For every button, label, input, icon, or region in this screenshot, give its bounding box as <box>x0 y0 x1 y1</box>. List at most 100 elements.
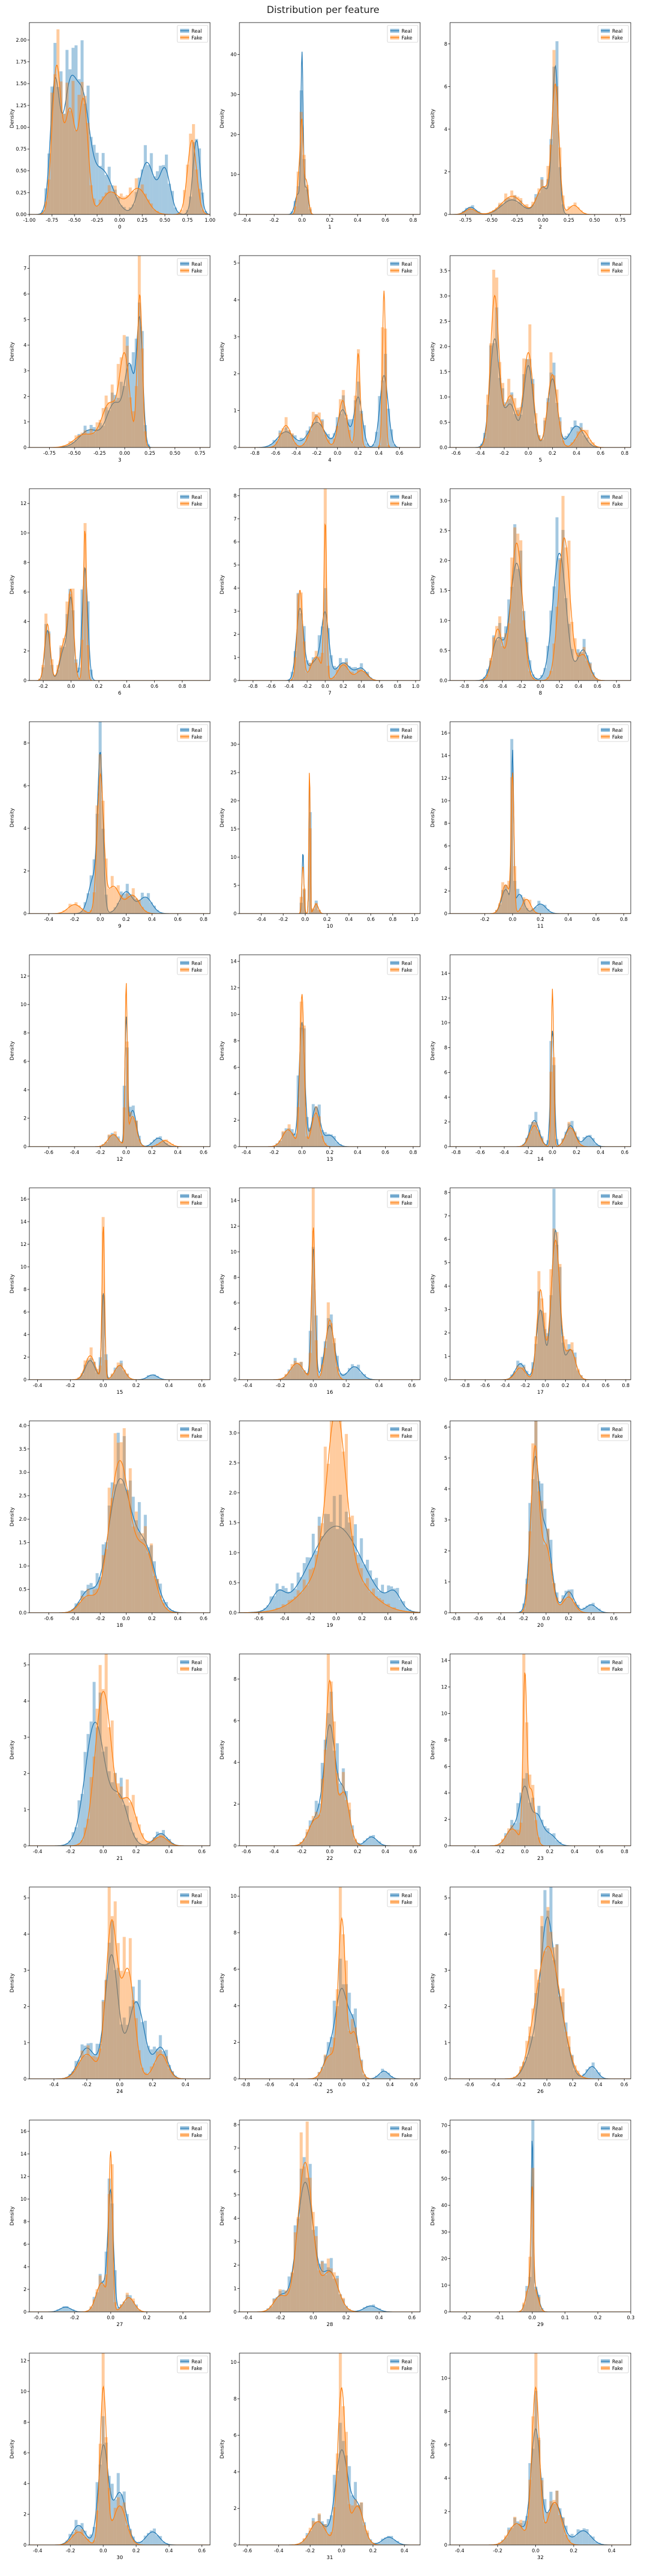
hist-bar-real <box>138 1135 141 1147</box>
hist-bar-fake <box>516 196 520 214</box>
hist-bar-fake <box>80 909 84 914</box>
y-tick-label: 20 <box>230 798 237 804</box>
hist-bar-fake <box>588 663 592 681</box>
hist-bar-real <box>372 2543 375 2545</box>
x-tick-label: 0.2 <box>573 1150 580 1156</box>
hist-bar-real <box>366 443 369 447</box>
x-axis-label: 31 <box>326 2555 333 2561</box>
y-tick-label: 0 <box>24 2077 27 2082</box>
hist-bar-fake <box>335 1989 339 2079</box>
hist-bar-fake <box>531 1368 535 1380</box>
legend-box <box>387 2122 418 2140</box>
hist-bar-real <box>564 1349 568 1380</box>
x-tick-label: 0.8 <box>620 917 628 923</box>
x-tick-label: -0.50 <box>485 218 497 223</box>
hist-bar-fake <box>71 589 75 681</box>
hist-bar-real <box>333 1750 336 1846</box>
hist-bar-fake <box>305 1829 309 1846</box>
hist-bar-real <box>114 190 117 214</box>
hist-bar-fake <box>281 428 285 447</box>
hist-bar-fake <box>528 1132 531 1147</box>
legend-label-fake: Fake <box>401 502 412 507</box>
hist-bar-fake <box>312 908 315 914</box>
hist-bar-fake <box>552 2500 556 2545</box>
hist-bar-fake <box>573 1131 577 1147</box>
hist-bar-real <box>348 2309 351 2312</box>
hist-bar-real <box>555 2490 558 2545</box>
hist-bar-real <box>141 1145 144 1147</box>
hist-bar-fake <box>134 1511 138 1613</box>
hist-bar-real <box>294 1588 297 1613</box>
plot-area <box>450 495 631 681</box>
hist-bar-real <box>465 208 468 214</box>
hist-bar-real <box>577 426 580 447</box>
hist-bar-real <box>531 1479 535 1613</box>
hist-bar-real <box>324 432 327 447</box>
hist-bar-real <box>278 1140 282 1147</box>
hist-bar-real <box>41 667 45 681</box>
hist-bar-real <box>95 429 99 447</box>
hist-bar-fake <box>555 607 558 681</box>
y-tick-label: 10 <box>230 2360 237 2366</box>
hist-bar-fake <box>290 2272 294 2312</box>
hist-bar-fake <box>537 1837 540 1846</box>
hist-bar-real <box>89 1358 93 1380</box>
hist-bar-real <box>312 1820 315 1846</box>
hist-bar-real <box>162 2051 165 2079</box>
legend-label-real: Real <box>612 1893 622 1899</box>
hist-bar-fake <box>555 2490 558 2545</box>
kde-line-fake <box>450 295 631 447</box>
x-tick-label: -0.8 <box>460 684 469 690</box>
hist-bar-fake <box>272 445 276 447</box>
hist-bar-real <box>312 909 315 914</box>
hist-bar-real <box>104 1542 108 1613</box>
hist-bar-real <box>174 2075 177 2079</box>
hist-bar-fake <box>296 445 300 447</box>
hist-bar-real <box>68 2308 72 2312</box>
kde-line-fake <box>29 2151 210 2312</box>
hist-bar-real <box>44 624 47 681</box>
hist-bar-real <box>308 2164 312 2312</box>
hist-bar-real <box>351 1364 354 1380</box>
y-tick-label: 0 <box>234 911 237 917</box>
x-tick-label: -0.6 <box>479 684 488 690</box>
hist-bar-fake <box>351 2505 354 2545</box>
hist-bar-fake <box>546 1528 549 1613</box>
subplot-27: -0.4 -0.2 0.0 0.2 0.4024681012141627DensityR… <box>10 2119 211 2328</box>
x-tick-label: 0.0 <box>543 2082 551 2088</box>
y-tick-label: 2.5 <box>229 1460 237 1466</box>
y-tick-label: 12 <box>230 986 237 991</box>
hist-bar-fake <box>513 1372 517 1380</box>
hist-bar-fake <box>77 1603 81 1613</box>
hist-bar-real <box>150 902 153 914</box>
hist-bar-real <box>537 1481 540 1613</box>
hist-bar-real <box>543 187 547 214</box>
hist-bar-real <box>165 2543 168 2545</box>
y-tick-label: 10 <box>441 1021 447 1026</box>
hist-bar-fake <box>116 885 120 914</box>
hist-bar-fake <box>489 658 492 681</box>
hist-bar-fake <box>269 2305 273 2312</box>
hist-bar-fake <box>129 1802 132 1846</box>
hist-bar-fake <box>335 1421 339 1613</box>
y-tick-label: 2 <box>24 1116 27 1122</box>
x-tick-label: 0.6 <box>621 1150 629 1156</box>
hist-bar-fake <box>147 2074 150 2079</box>
hist-bar-fake <box>519 907 522 914</box>
hist-bar-fake <box>492 637 495 681</box>
hist-bar-real <box>89 2043 93 2079</box>
hist-bar-fake <box>143 2072 147 2079</box>
legend-label-real: Real <box>401 1893 412 1899</box>
hist-bar-fake <box>114 2302 117 2312</box>
hist-bar-fake <box>330 2268 333 2312</box>
hist-bar-fake <box>86 434 90 447</box>
x-tick-label: -0.2 <box>70 2315 80 2321</box>
y-tick-label: 10 <box>441 2376 447 2381</box>
hist-bar-real <box>89 2534 93 2545</box>
hist-bar-real <box>498 2543 501 2545</box>
y-tick-label: 2 <box>234 371 237 377</box>
hist-bar-real <box>317 910 321 914</box>
hist-bar-fake <box>381 327 384 447</box>
x-tick-label: -0.6 <box>474 1616 483 1622</box>
